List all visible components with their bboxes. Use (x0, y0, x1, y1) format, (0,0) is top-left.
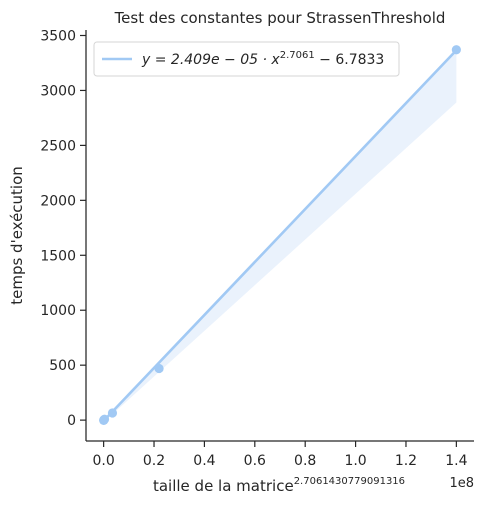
x-tick-label: 0.4 (193, 453, 215, 469)
chart-title: Test des constantes pour StrassenThresho… (114, 9, 446, 27)
legend-equation-prefix: y = 2.409e − 05 · x (141, 52, 280, 68)
y-tick-label: 2000 (40, 193, 76, 209)
data-point (451, 45, 461, 55)
data-point (154, 363, 164, 374)
x-ticks: 0.0 0.2 0.4 0.6 0.8 1.0 1.2 1.4 (93, 441, 468, 469)
x-axis-offset-label: 1e8 (449, 476, 474, 491)
data-point (107, 408, 118, 418)
fit-line (102, 48, 458, 423)
fit-line-layer (102, 48, 458, 423)
y-tick-label: 3000 (40, 83, 76, 99)
y-axis-label: temps d'exécution (8, 166, 26, 305)
y-tick-label: 1000 (40, 303, 76, 319)
legend-equation-exponent: 2.7061 (280, 50, 315, 61)
axes (85, 30, 474, 442)
scatter-points-layer (99, 45, 461, 425)
x-tick-label: 0.0 (93, 453, 115, 469)
y-tick-label: 3500 (40, 28, 76, 44)
x-tick-label: 1.4 (445, 453, 467, 469)
x-tick-label: 1.0 (344, 453, 366, 469)
x-tick-label: 1.2 (395, 453, 417, 469)
x-axis-label-base: taille de la matrice (153, 477, 294, 495)
legend-equation-suffix: − 6.7833 (315, 52, 385, 68)
x-tick-label: 0.8 (294, 453, 316, 469)
y-tick-label: 500 (49, 358, 76, 374)
y-ticks: 0 500 1000 1500 2000 2500 3000 3500 (40, 28, 86, 429)
data-point (99, 414, 110, 424)
legend-box (93, 41, 400, 77)
x-tick-label: 0.2 (143, 453, 165, 469)
y-tick-label: 2500 (40, 138, 76, 154)
x-tick-label: 0.6 (244, 453, 266, 469)
x-axis-label-exponent: 2.7061430779091316 (294, 476, 405, 487)
legend-entry: y = 2.409e − 05 · x2.7061 − 6.7833 (141, 50, 384, 68)
y-tick-label: 0 (67, 413, 76, 429)
y-tick-label: 1500 (40, 248, 76, 264)
legend: y = 2.409e − 05 · x2.7061 − 6.7833 (93, 41, 400, 77)
x-axis-label: taille de la matrice2.7061430779091316 (153, 476, 405, 495)
